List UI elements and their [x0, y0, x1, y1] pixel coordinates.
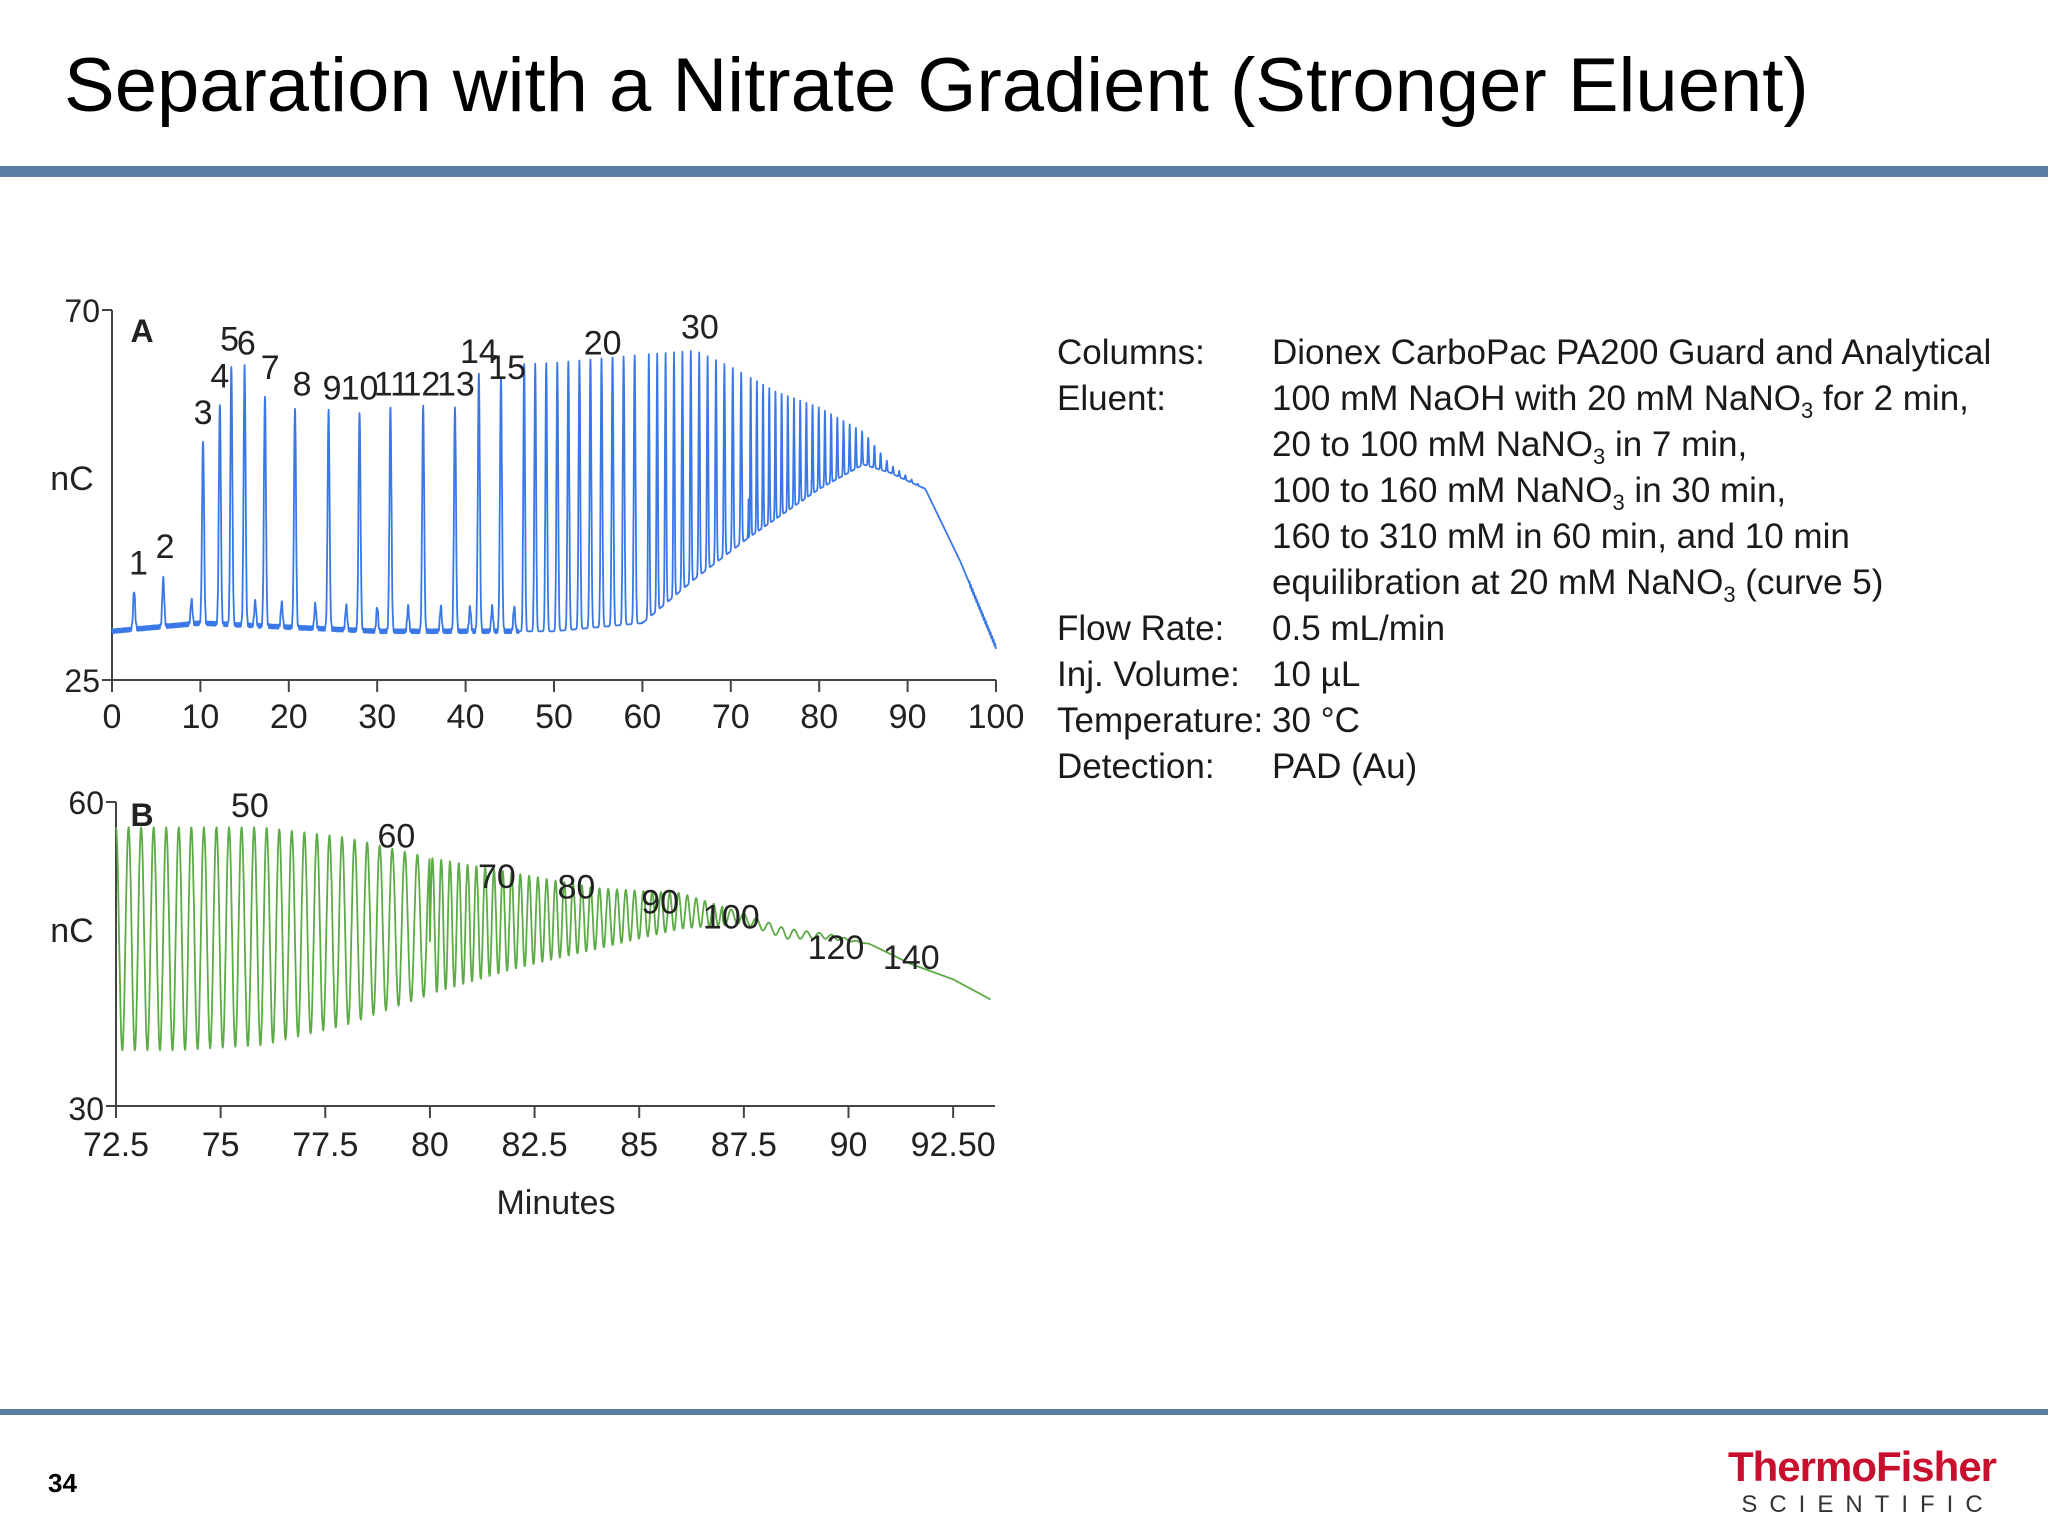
- panel-a-x-tick-label: 100: [968, 698, 1025, 736]
- panel-b-label: B: [130, 797, 153, 833]
- panel-b-trace: [115, 826, 991, 1052]
- panel-b-y-axis-label: nC: [50, 912, 93, 950]
- panel-a-x-tick-label: 90: [889, 698, 927, 736]
- param-value: 20 to 100 mM NaNO3 in 7 min,: [1272, 425, 1748, 469]
- panel-b-peak-label: 100: [703, 899, 760, 937]
- panel-b-peak-label: 50: [231, 787, 269, 825]
- param-row: Flow Rate: 0.5 mL/min: [1057, 606, 1991, 652]
- panel-a-x-tick-label: 20: [270, 698, 308, 736]
- param-label: Columns:: [1057, 333, 1205, 372]
- panel-a-x-tick-label: 70: [712, 698, 750, 736]
- panel-b-peak-label: 90: [641, 883, 679, 921]
- panel-a-peak-label: 10: [341, 369, 379, 407]
- param-label: Eluent:: [1057, 379, 1166, 418]
- panel-a-label: A: [130, 313, 153, 349]
- param-value: Dionex CarboPac PA200 Guard and Analytic…: [1272, 333, 1992, 372]
- panel-a-y-axis-label: nC: [50, 460, 93, 498]
- panel-a-trace: [111, 350, 997, 650]
- panel-a-y-tick-label: 70: [64, 293, 100, 329]
- top-divider: [0, 166, 2048, 177]
- panel-a-peak-label: 5: [220, 321, 239, 359]
- param-value: 0.5 mL/min: [1272, 609, 1446, 648]
- panel-a-peak-label: 6: [237, 325, 256, 363]
- panel-b-x-tick-label: 80: [411, 1126, 449, 1164]
- panel-a-x-tick-label: 40: [447, 698, 485, 736]
- param-label: Inj. Volume:: [1057, 655, 1240, 694]
- panel-b-x-tick-label: 85: [620, 1126, 658, 1164]
- panel-b-x-tick-label: 92.50: [911, 1126, 996, 1164]
- panel-b-x-tick-label: 90: [830, 1126, 868, 1164]
- param-label: Detection:: [1057, 747, 1215, 786]
- param-value: 100 to 160 mM NaNO3 in 30 min,: [1272, 471, 1787, 515]
- panel-a-peak-label: 2: [156, 528, 175, 566]
- panel-a-x-tick-label: 60: [623, 698, 661, 736]
- param-row: Columns: Dionex CarboPac PA200 Guard and …: [1057, 330, 1991, 376]
- panel-a-peak-label: 9: [323, 369, 342, 407]
- logo-sub-text: SCIENTIFIC: [1741, 1491, 1995, 1518]
- panel-b-x-tick-label: 72.5: [83, 1126, 149, 1164]
- panel-a-peak-label: 12: [402, 365, 440, 403]
- bottom-divider: [0, 1409, 2048, 1415]
- panel-a-x-tick-label: 0: [103, 698, 122, 736]
- panel-a-x-tick-label: 80: [800, 698, 838, 736]
- panel-b-x-tick-label: 77.5: [292, 1126, 358, 1164]
- param-value: 30 °C: [1272, 701, 1360, 740]
- panel-a-peak-label: 14: [460, 333, 498, 371]
- panel-b-peak-label: 70: [478, 858, 516, 896]
- panel-a-peak-label: 20: [584, 325, 622, 363]
- panel-a-x-tick-label: 50: [535, 698, 573, 736]
- panel-a-x-tick-label: 30: [358, 698, 396, 736]
- panel-b-x-tick-label: 75: [202, 1126, 240, 1164]
- panel-a-peak-label: 30: [681, 308, 719, 346]
- panel-a-peak-label: 15: [488, 349, 526, 387]
- logo-brand-text: ThermoFisher: [1727, 1443, 1997, 1490]
- param-value: equilibration at 20 mM NaNO3 (curve 5): [1272, 563, 1884, 607]
- panel-b-peak-label: 120: [808, 929, 865, 967]
- panel-a-peak-label: 1: [129, 544, 148, 582]
- param-row: Eluent: 100 mM NaOH with 20 mM NaNO3 for …: [1057, 376, 1991, 607]
- slide-title: Separation with a Nitrate Gradient (Stro…: [64, 43, 1809, 128]
- panel-b-x-axis-label: Minutes: [496, 1184, 615, 1222]
- panel-b-y-tick-label: 60: [68, 785, 104, 821]
- panel-b-peak-label: 80: [558, 868, 596, 906]
- panel-b-x-tick-label: 87.5: [711, 1126, 777, 1164]
- param-label: Flow Rate:: [1057, 609, 1225, 648]
- param-value: PAD (Au): [1272, 747, 1418, 786]
- method-parameters: Columns: Dionex CarboPac PA200 Guard and …: [1057, 330, 1991, 790]
- page-number: 34: [48, 1468, 77, 1498]
- param-value: 160 to 310 mM in 60 min, and 10 min: [1272, 517, 1850, 556]
- panel-a-x-tick-label: 10: [181, 698, 219, 736]
- panel-a-peak-label: 13: [437, 365, 475, 403]
- panel-b-y-tick-label: 30: [68, 1091, 104, 1127]
- panel-a-peak-label: 8: [293, 365, 312, 403]
- panel-a-peak-label: 4: [210, 357, 229, 395]
- param-row: Inj. Volume: 10 µL: [1057, 652, 1991, 698]
- panel-a-peak-label: 3: [194, 394, 213, 432]
- thermofisher-logo: ThermoFisher SCIENTIFIC: [1722, 1444, 2002, 1520]
- param-value: 10 µL: [1272, 655, 1361, 694]
- panel-b-x-tick-label: 82.5: [501, 1126, 567, 1164]
- panel-a-peak-label: 7: [261, 349, 280, 387]
- panel-b-peak-label: 140: [883, 939, 940, 977]
- param-row: Detection: PAD (Au): [1057, 744, 1991, 790]
- param-row: Temperature: 30 °C: [1057, 698, 1991, 744]
- param-label: Temperature:: [1057, 701, 1264, 740]
- panel-b-peak-label: 60: [378, 818, 416, 856]
- panel-a-y-tick-label: 25: [64, 663, 100, 699]
- panel-a-peak-label: 11: [374, 365, 409, 403]
- param-value: 100 mM NaOH with 20 mM NaNO3 for 2 min,: [1272, 379, 1969, 423]
